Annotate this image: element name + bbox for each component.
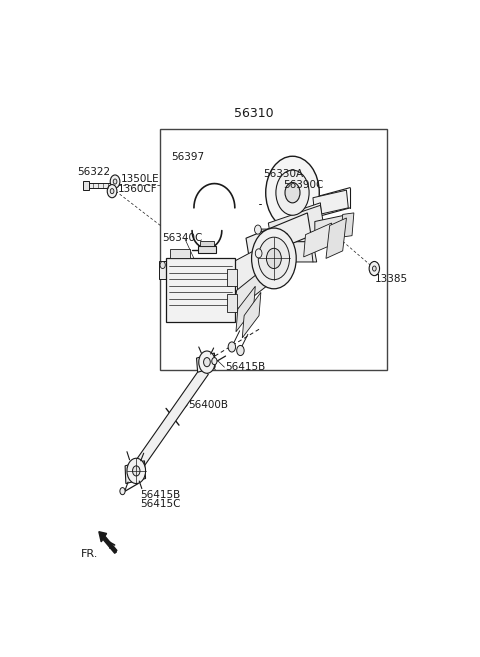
Circle shape [369, 261, 380, 276]
Bar [84, 181, 89, 190]
Text: 56322: 56322 [77, 168, 110, 177]
Circle shape [212, 357, 217, 365]
Polygon shape [290, 203, 322, 236]
Polygon shape [233, 263, 270, 313]
Polygon shape [341, 213, 354, 237]
Polygon shape [236, 286, 255, 332]
Polygon shape [170, 249, 190, 258]
Polygon shape [261, 229, 313, 242]
Text: FR.: FR. [81, 549, 98, 559]
Circle shape [237, 346, 244, 355]
Polygon shape [304, 223, 332, 257]
Text: 56415B: 56415B [226, 362, 266, 373]
Circle shape [160, 261, 165, 269]
Polygon shape [159, 261, 166, 279]
Text: 56330A: 56330A [263, 169, 303, 179]
Circle shape [372, 266, 376, 271]
Bar [160, 129, 387, 370]
Circle shape [255, 249, 262, 258]
Text: 56310: 56310 [234, 106, 273, 120]
Polygon shape [313, 190, 348, 215]
Polygon shape [196, 353, 215, 373]
Circle shape [127, 459, 145, 484]
Circle shape [120, 487, 125, 495]
Circle shape [266, 156, 319, 229]
Text: 56397: 56397 [172, 152, 205, 162]
Text: 56390C: 56390C [283, 180, 324, 190]
Polygon shape [246, 213, 311, 261]
Polygon shape [242, 292, 261, 338]
Polygon shape [200, 240, 215, 246]
Circle shape [228, 342, 236, 352]
Text: 56415C: 56415C [140, 499, 180, 509]
Polygon shape [268, 205, 324, 246]
Text: 1350LE: 1350LE [121, 173, 160, 183]
Text: 56340C: 56340C [162, 233, 203, 243]
Bar [88, 183, 116, 188]
Circle shape [254, 225, 261, 234]
Bar [228, 294, 237, 311]
Bar [228, 269, 237, 286]
Circle shape [252, 228, 296, 289]
Circle shape [258, 237, 289, 280]
Polygon shape [137, 366, 208, 468]
Text: 56415B: 56415B [140, 489, 180, 500]
Circle shape [107, 185, 117, 198]
Circle shape [113, 179, 117, 184]
Circle shape [110, 189, 114, 194]
Circle shape [199, 351, 215, 373]
Circle shape [266, 248, 281, 269]
Polygon shape [166, 258, 235, 322]
Polygon shape [264, 242, 317, 262]
Text: 56400B: 56400B [188, 400, 228, 410]
Circle shape [276, 170, 309, 215]
FancyArrow shape [99, 532, 117, 553]
Circle shape [110, 175, 120, 188]
Text: 13385: 13385 [374, 274, 408, 284]
Polygon shape [198, 246, 216, 254]
Polygon shape [315, 214, 348, 235]
Polygon shape [326, 218, 347, 258]
Circle shape [132, 466, 140, 476]
Polygon shape [125, 461, 145, 484]
Circle shape [285, 183, 300, 203]
Circle shape [204, 357, 210, 367]
Text: 1360CF: 1360CF [118, 184, 157, 194]
Polygon shape [235, 233, 290, 291]
